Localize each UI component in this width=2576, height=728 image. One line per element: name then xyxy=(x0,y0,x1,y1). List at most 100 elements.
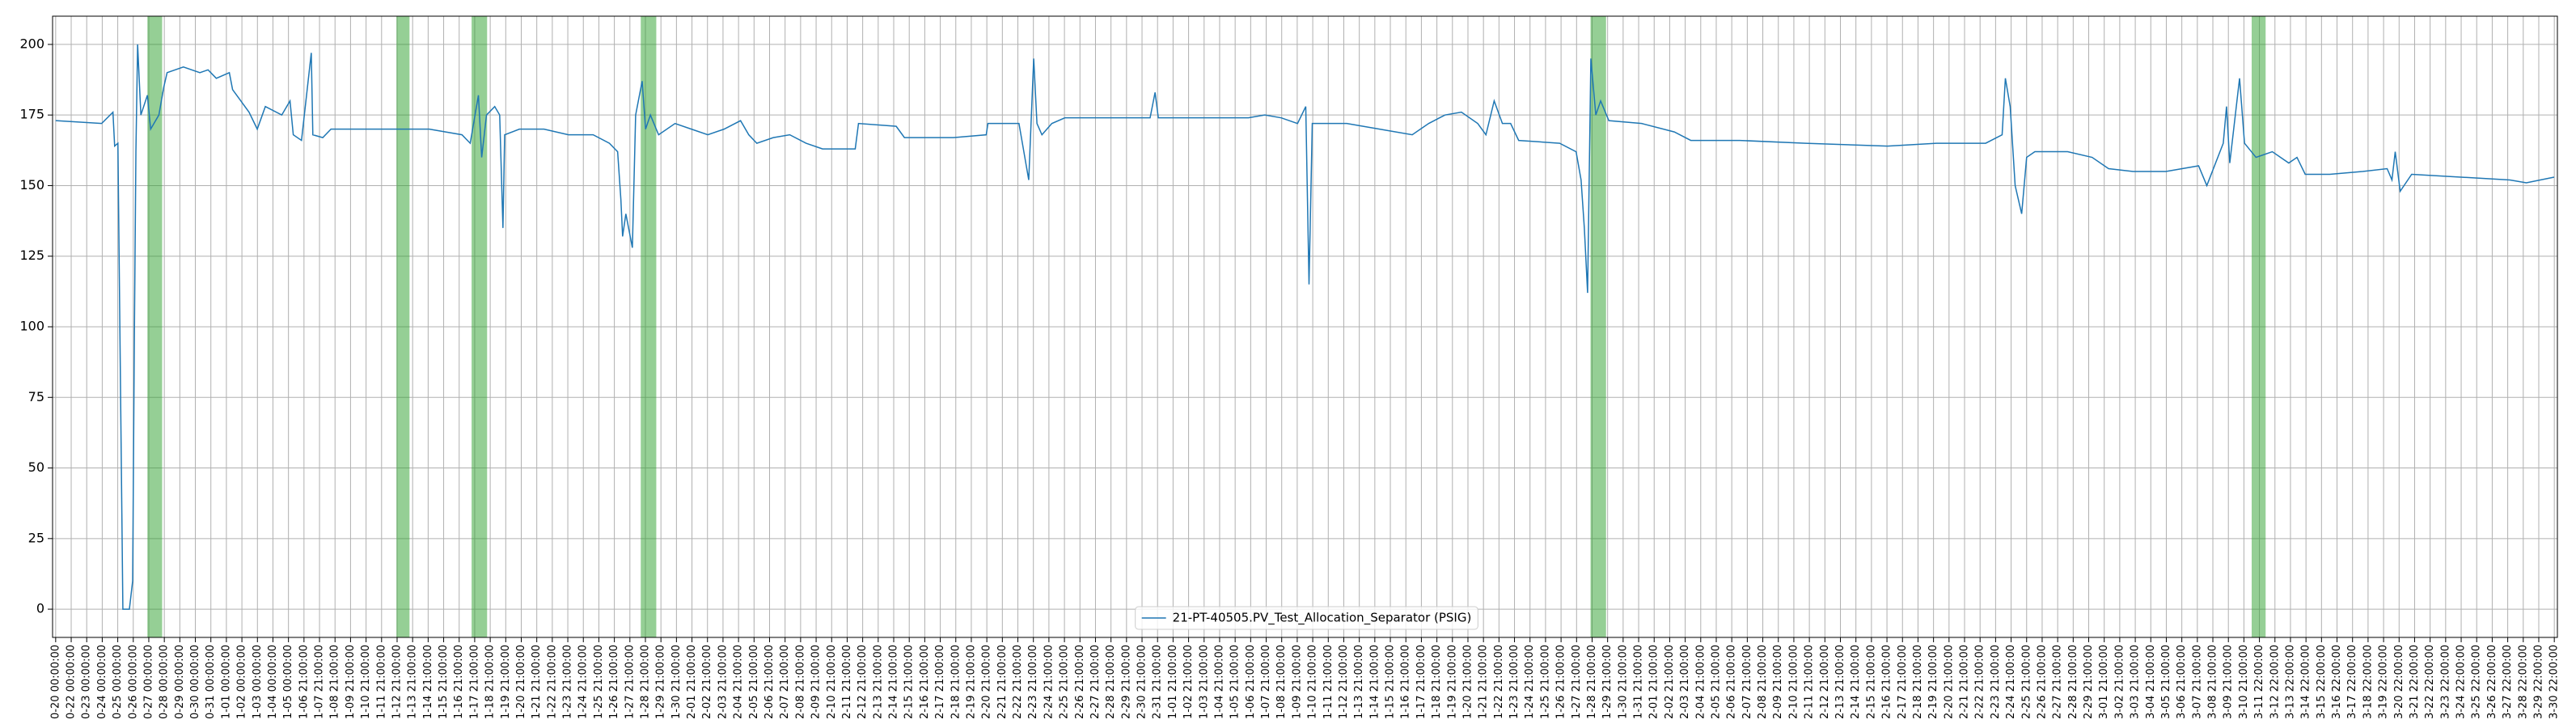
x-tick-label: 3-19 22:00:00 xyxy=(2378,645,2390,719)
y-tick-label: 200 xyxy=(19,36,44,51)
x-tick-label: 1-04 21:00:00 xyxy=(1213,645,1225,719)
x-tick-label: 1-25 21:00:00 xyxy=(593,645,605,719)
highlight-span xyxy=(641,16,657,637)
x-tick-label: 1-29 21:00:00 xyxy=(1601,645,1614,719)
x-tick-label: 3-01 21:00:00 xyxy=(2098,645,2110,719)
x-tick-label: 2-15 21:00:00 xyxy=(903,645,916,719)
x-tick-label: 3-05 21:00:00 xyxy=(2160,645,2172,719)
x-tick-label: 2-22 21:00:00 xyxy=(1974,645,1986,719)
x-tick-label: 0-30 00:00:00 xyxy=(189,645,201,719)
x-tick-label: 2-17 21:00:00 xyxy=(1897,645,1909,719)
x-tick-label: 2-21 21:00:00 xyxy=(996,645,1009,719)
x-tick-label: 1-29 21:00:00 xyxy=(655,645,667,719)
x-tick-label: 0-24 00:00:00 xyxy=(96,645,108,719)
x-tick-label: 2-04 21:00:00 xyxy=(733,645,745,719)
x-tick-label: 0-27 00:00:00 xyxy=(142,645,154,719)
x-tick-label: 3-24 22:00:00 xyxy=(2455,645,2468,719)
y-tick-label: 175 xyxy=(19,107,44,122)
x-tick-label: 2-17 21:00:00 xyxy=(934,645,946,719)
x-tick-label: 2-05 21:00:00 xyxy=(748,645,760,719)
x-tick-label: 1-08 21:00:00 xyxy=(1275,645,1288,719)
x-tick-label: 1-30 21:00:00 xyxy=(670,645,683,719)
x-tick-label: 1-02 00:00:00 xyxy=(236,645,248,719)
x-tick-label: 3-10 21:00:00 xyxy=(2238,645,2250,719)
x-tick-label: 2-02 21:00:00 xyxy=(701,645,713,719)
x-tick-label: 2-14 21:00:00 xyxy=(888,645,900,719)
x-tick-label: 2-16 21:00:00 xyxy=(919,645,931,719)
highlight-span xyxy=(147,16,163,637)
x-tick-label: 2-02 21:00:00 xyxy=(1664,645,1676,719)
series-line xyxy=(55,44,2555,610)
x-tick-label: 3-02 21:00:00 xyxy=(2113,645,2126,719)
x-tick-label: 2-28 21:00:00 xyxy=(2067,645,2079,719)
x-tick-label: 1-19 21:00:00 xyxy=(500,645,512,719)
x-tick-label: 2-01 21:00:00 xyxy=(686,645,698,719)
x-tick-label: 3-27 22:00:00 xyxy=(2502,645,2514,719)
x-tick-label: 1-05 21:00:00 xyxy=(1229,645,1241,719)
x-tick-label: 1-11 21:00:00 xyxy=(1322,645,1335,719)
x-tick-label: 1-30 21:00:00 xyxy=(1617,645,1629,719)
x-tick-label: 1-02 21:00:00 xyxy=(1182,645,1195,719)
x-tick-label: 1-19 21:00:00 xyxy=(1446,645,1458,719)
x-tick-label: 2-21 21:00:00 xyxy=(1959,645,1971,719)
x-tick-label: 2-10 21:00:00 xyxy=(1787,645,1800,719)
x-tick-label: 2-01 21:00:00 xyxy=(1648,645,1660,719)
x-tick-label: 3-30 22:00:00 xyxy=(2549,645,2561,719)
x-tick-label: 2-13 21:00:00 xyxy=(872,645,884,719)
x-tick-label: 2-06 21:00:00 xyxy=(1726,645,1738,719)
x-tick-label: 3-14 22:00:00 xyxy=(2300,645,2312,719)
x-tick-label: 3-28 22:00:00 xyxy=(2517,645,2529,719)
x-tick-label: 1-16 21:00:00 xyxy=(453,645,465,719)
x-tick-label: 2-03 21:00:00 xyxy=(1679,645,1691,719)
x-tick-label: 1-14 21:00:00 xyxy=(1368,645,1381,719)
x-tick-label: 1-07 21:00:00 xyxy=(1260,645,1272,719)
x-tick-label: 1-28 21:00:00 xyxy=(639,645,651,719)
x-tick-label: 2-18 21:00:00 xyxy=(950,645,962,719)
x-tick-label: 3-29 22:00:00 xyxy=(2532,645,2544,719)
x-tick-label: 0-31 00:00:00 xyxy=(205,645,217,719)
x-tick-label: 0-26 00:00:00 xyxy=(127,645,139,719)
x-tick-label: 1-25 21:00:00 xyxy=(1539,645,1551,719)
x-tick-label: 3-20 22:00:00 xyxy=(2393,645,2405,719)
x-tick-label: 3-18 22:00:00 xyxy=(2362,645,2374,719)
x-tick-label: 1-23 21:00:00 xyxy=(1508,645,1521,719)
y-tick-label: 125 xyxy=(19,248,44,263)
x-tick-label: 3-25 22:00:00 xyxy=(2471,645,2483,719)
x-tick-label: 2-24 21:00:00 xyxy=(2005,645,2017,719)
x-tick-label: 1-18 21:00:00 xyxy=(484,645,497,719)
x-tick-label: 2-20 21:00:00 xyxy=(981,645,993,719)
x-tick-label: 2-29 21:00:00 xyxy=(2083,645,2095,719)
x-tick-label: 0-20 00:00:00 xyxy=(49,645,61,719)
x-tick-label: 2-09 21:00:00 xyxy=(1772,645,1784,719)
x-tick-label: 1-08 21:00:00 xyxy=(329,645,341,719)
highlight-span xyxy=(1590,16,1606,637)
x-tick-label: 2-27 21:00:00 xyxy=(1089,645,1102,719)
legend-box xyxy=(1135,606,1478,630)
plot-frame xyxy=(52,15,2558,638)
x-tick-label: 2-24 21:00:00 xyxy=(1043,645,1055,719)
x-tick-label: 2-25 21:00:00 xyxy=(1059,645,1071,719)
x-tick-label: 2-30 21:00:00 xyxy=(1136,645,1148,719)
x-tick-label: 1-23 21:00:00 xyxy=(562,645,574,719)
x-tick-label: 1-27 21:00:00 xyxy=(1571,645,1583,719)
x-tick-label: 2-09 21:00:00 xyxy=(810,645,823,719)
x-tick-label: 1-01 21:00:00 xyxy=(1167,645,1179,719)
x-tick-label: 2-11 21:00:00 xyxy=(1804,645,1816,719)
x-tick-label: 2-03 21:00:00 xyxy=(717,645,729,719)
x-tick-label: 3-06 21:00:00 xyxy=(2176,645,2188,719)
legend-label: 21-PT-40505.PV_Test_Allocation_Separator… xyxy=(1173,611,1472,626)
x-tick-label: 1-22 21:00:00 xyxy=(1493,645,1505,719)
x-tick-label: 1-18 21:00:00 xyxy=(1431,645,1443,719)
x-tick-label: 0-23 00:00:00 xyxy=(81,645,93,719)
x-tick-label: 1-16 21:00:00 xyxy=(1400,645,1412,719)
x-tick-label: 1-21 21:00:00 xyxy=(531,645,543,719)
x-tick-label: 3-22 22:00:00 xyxy=(2424,645,2436,719)
x-tick-label: 0-29 00:00:00 xyxy=(174,645,186,719)
x-tick-label: 1-01 00:00:00 xyxy=(220,645,232,719)
x-tick-label: 3-03 21:00:00 xyxy=(2130,645,2142,719)
x-tick-label: 3-07 21:00:00 xyxy=(2191,645,2203,719)
x-tick-label: 1-21 21:00:00 xyxy=(1478,645,1490,719)
x-tick-label: 2-26 21:00:00 xyxy=(1074,645,1086,719)
x-tick-label: 1-09 21:00:00 xyxy=(1291,645,1303,719)
y-tick-label: 100 xyxy=(19,319,44,334)
